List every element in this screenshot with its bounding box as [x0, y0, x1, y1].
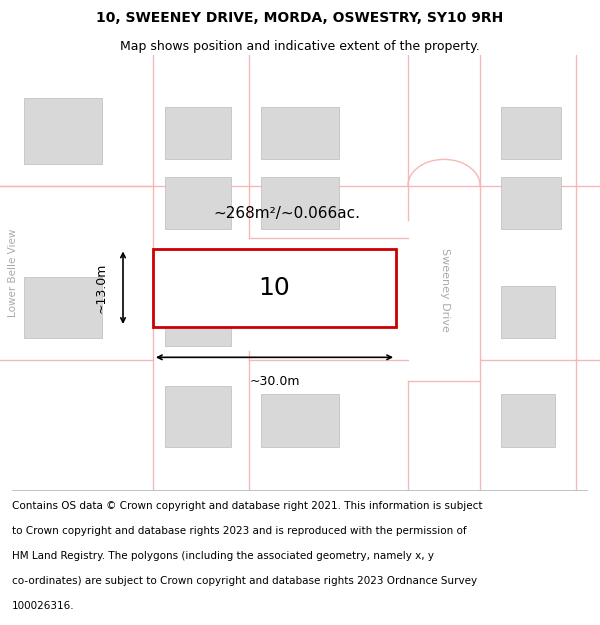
Text: Map shows position and indicative extent of the property.: Map shows position and indicative extent… — [120, 39, 480, 52]
Bar — [261, 107, 339, 159]
Bar — [165, 386, 231, 446]
Bar — [501, 286, 555, 338]
Bar — [165, 177, 231, 229]
Bar — [501, 177, 561, 229]
Text: 10: 10 — [259, 276, 290, 300]
Text: Lower Belle View: Lower Belle View — [8, 228, 18, 317]
Bar — [261, 394, 339, 446]
Text: to Crown copyright and database rights 2023 and is reproduced with the permissio: to Crown copyright and database rights 2… — [12, 526, 467, 536]
Text: Contains OS data © Crown copyright and database right 2021. This information is : Contains OS data © Crown copyright and d… — [12, 501, 482, 511]
Text: ~30.0m: ~30.0m — [249, 375, 300, 388]
Text: 100026316.: 100026316. — [12, 601, 74, 611]
Bar — [24, 277, 102, 338]
Bar — [165, 251, 231, 346]
Bar — [501, 107, 561, 159]
Bar — [501, 394, 555, 446]
Bar — [24, 99, 102, 164]
Text: HM Land Registry. The polygons (including the associated geometry, namely x, y: HM Land Registry. The polygons (includin… — [12, 551, 434, 561]
Text: 10, SWEENEY DRIVE, MORDA, OSWESTRY, SY10 9RH: 10, SWEENEY DRIVE, MORDA, OSWESTRY, SY10… — [97, 11, 503, 25]
Bar — [165, 107, 231, 159]
Text: Sweeney Drive: Sweeney Drive — [440, 248, 450, 332]
Bar — [261, 177, 339, 229]
Bar — [153, 249, 396, 327]
Text: ~268m²/~0.066ac.: ~268m²/~0.066ac. — [213, 206, 360, 221]
Text: ~13.0m: ~13.0m — [95, 262, 108, 313]
Text: co-ordinates) are subject to Crown copyright and database rights 2023 Ordnance S: co-ordinates) are subject to Crown copyr… — [12, 576, 477, 586]
